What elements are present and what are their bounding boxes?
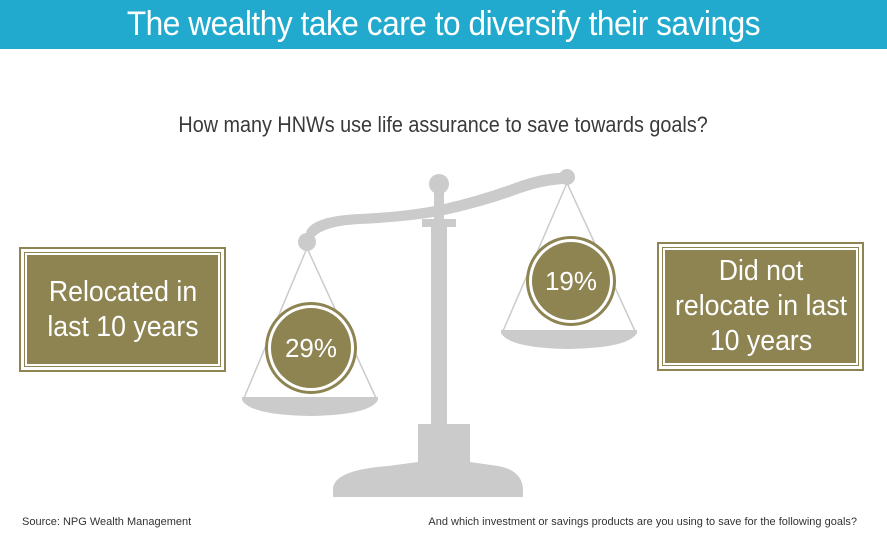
not-relocated-percent: 19% <box>544 265 598 296</box>
relocated-label-inner: Relocated in last 10 years <box>24 252 221 367</box>
page-title: The wealthy take care to diversify their… <box>126 5 761 43</box>
scale-pillar <box>431 222 447 466</box>
scale-left-pan <box>242 397 378 416</box>
relocated-label: Relocated in last 10 years <box>46 275 199 343</box>
question-text: How many HNWs use life assurance to save… <box>0 112 887 138</box>
header-banner: The wealthy take care to diversify their… <box>0 0 887 49</box>
source-note: Source: NPG Wealth Management <box>22 516 192 528</box>
question-footnote: And which investment or savings products… <box>428 516 857 528</box>
scale-beam-right-knob <box>559 169 575 185</box>
scale-right-pan <box>501 330 637 349</box>
scale-top-knob <box>429 174 449 194</box>
relocated-percent: 29% <box>284 332 338 363</box>
not-relocated-percent-badge: 19% <box>529 239 613 323</box>
scale-pillar-cap <box>422 219 456 227</box>
not-relocated-label-inner: Did not relocate in last 10 years <box>662 247 859 366</box>
scale-base <box>333 424 523 497</box>
not-relocated-label-box: Did not relocate in last 10 years <box>657 242 864 371</box>
relocated-percent-badge: 29% <box>268 305 354 391</box>
not-relocated-label: Did not relocate in last 10 years <box>674 255 847 357</box>
question-label: How many HNWs use life assurance to save… <box>178 112 709 137</box>
scale-beam-left-knob <box>298 233 316 251</box>
scale-beam <box>306 172 567 240</box>
relocated-label-box: Relocated in last 10 years <box>19 247 226 372</box>
